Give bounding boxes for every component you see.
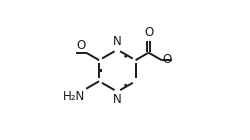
Text: H₂N: H₂N	[63, 90, 85, 103]
Text: O: O	[163, 53, 172, 66]
Text: N: N	[113, 35, 122, 48]
Text: O: O	[144, 26, 153, 39]
Text: N: N	[113, 93, 122, 106]
Text: O: O	[76, 39, 86, 52]
